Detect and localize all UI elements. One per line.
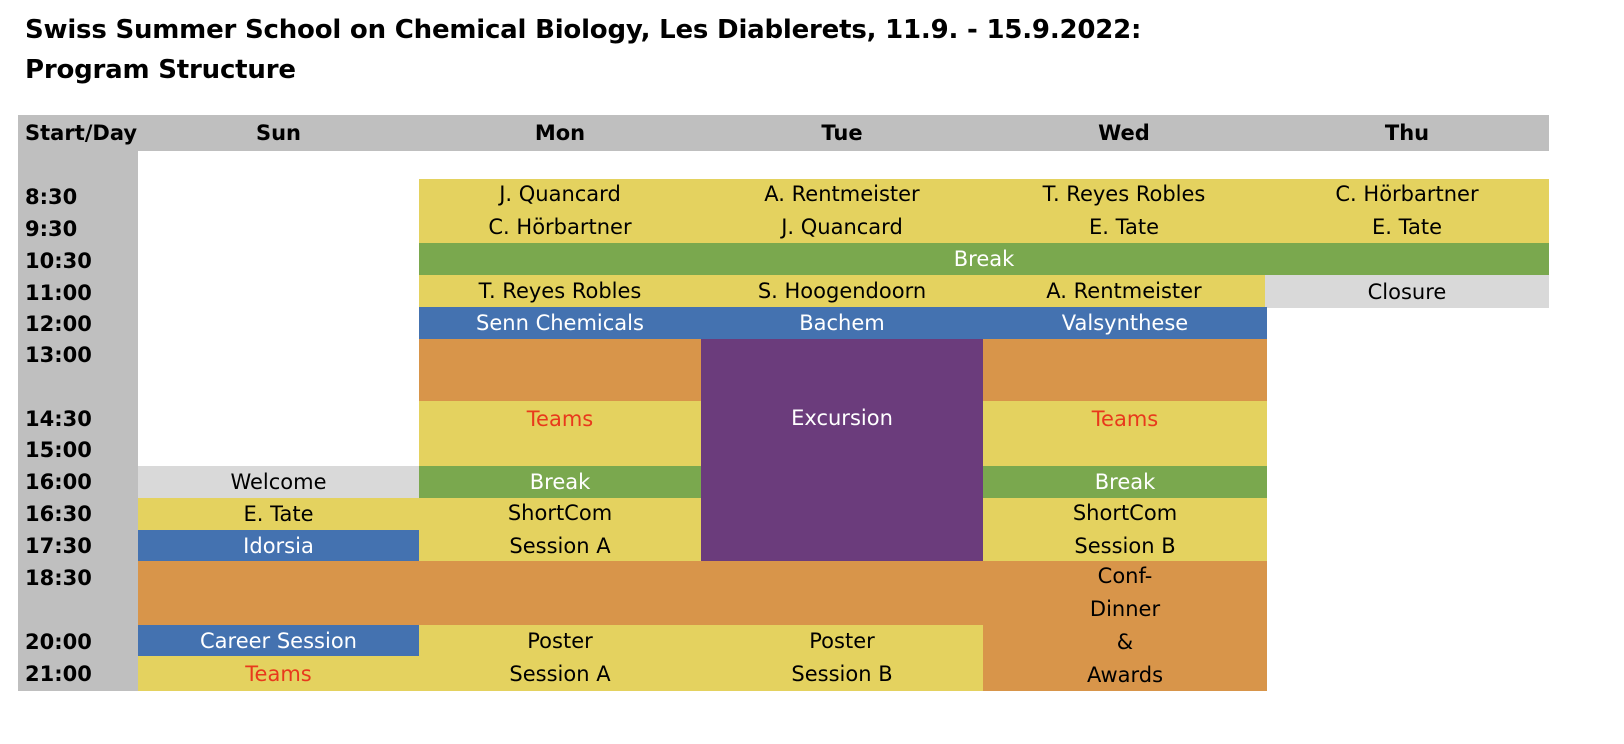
header-thu: Thu	[1384, 121, 1430, 145]
welcome: Welcome	[138, 466, 419, 498]
session-tue-morning: A. Rentmeister J. Quancard	[701, 179, 983, 243]
time-label: 20:00	[25, 630, 92, 654]
session-label: Session A	[509, 533, 611, 558]
teams-mon: Teams	[419, 401, 701, 466]
session-wed-morning: T. Reyes Robles E. Tate	[983, 179, 1265, 243]
session-label: A. Rentmeister	[764, 182, 920, 206]
time-label: 10:30	[25, 249, 92, 273]
sponsor-wed: Valsynthese	[983, 307, 1267, 339]
session-label: C. Hörbartner	[488, 215, 632, 239]
time-column	[18, 151, 138, 691]
lunch-mon	[419, 339, 701, 401]
time-label: 11:00	[25, 281, 92, 305]
session-label: Poster	[809, 629, 875, 653]
time-label: 8:30	[25, 185, 78, 209]
session-mon-morning: J. Quancard C. Hörbartner	[419, 179, 701, 243]
break-morning: Break	[419, 243, 1549, 275]
time-label: 12:00	[25, 312, 92, 336]
header-start-day: Start/Day	[25, 121, 138, 145]
session-label: Conf-	[1097, 564, 1153, 588]
title-line-1: Swiss Summer School on Chemical Biology,…	[25, 15, 1142, 45]
time-label: 13:00	[25, 343, 92, 367]
session-label: Awards	[1086, 663, 1164, 687]
session-label: E. Tate	[1089, 215, 1159, 239]
header-sun: Sun	[255, 121, 302, 145]
excursion: Excursion	[701, 339, 983, 561]
teams-wed: Teams	[983, 401, 1267, 466]
time-label: 9:30	[25, 217, 78, 241]
time-label: 18:30	[25, 566, 92, 590]
sponsor-mon: Senn Chemicals	[419, 307, 701, 339]
header-tue: Tue	[821, 121, 863, 145]
session-label: Session B	[1074, 533, 1176, 558]
session-label: &	[1116, 630, 1134, 654]
session-sun-1630: E. Tate	[138, 498, 419, 530]
time-label: 16:00	[25, 470, 92, 494]
session-tue-1100: S. Hoogendoorn	[701, 275, 983, 307]
time-label: 14:30	[25, 407, 92, 431]
session-label: Session B	[791, 662, 893, 686]
session-label: J. Quancard	[781, 215, 903, 239]
time-label: 15:00	[25, 438, 92, 462]
session-label: J. Quancard	[499, 182, 621, 206]
sponsor-sun: Idorsia	[138, 530, 419, 561]
session-label: ShortCom	[507, 500, 613, 525]
time-label: 21:00	[25, 662, 92, 686]
career-session: Career Session	[138, 625, 419, 656]
header-row	[18, 115, 1549, 151]
session-label: E. Tate	[1372, 215, 1442, 239]
time-label: 17:30	[25, 534, 92, 558]
poster-session-b: Poster Session B	[701, 625, 983, 691]
session-label: ShortCom	[1072, 500, 1178, 525]
conf-dinner-awards: Conf- Dinner & Awards	[983, 561, 1267, 691]
poster-session-a: Poster Session A	[419, 625, 701, 691]
session-mon-1100: T. Reyes Robles	[419, 275, 701, 307]
header-wed: Wed	[1098, 121, 1150, 145]
lunch-wed	[983, 339, 1267, 401]
teams-sun: Teams	[138, 656, 419, 691]
closure: Closure	[1265, 275, 1549, 308]
break-wed-afternoon: Break	[983, 466, 1267, 498]
shortcom-mon: ShortCom Session A	[419, 498, 701, 561]
session-label: Poster	[527, 629, 593, 653]
break-mon-afternoon: Break	[419, 466, 701, 498]
session-wed-1100: A. Rentmeister	[983, 275, 1265, 307]
session-label: Session A	[509, 662, 611, 686]
session-thu-morning: C. Hörbartner E. Tate	[1265, 179, 1549, 243]
session-label: C. Hörbartner	[1335, 182, 1479, 206]
session-label: Dinner	[1089, 597, 1161, 621]
header-mon: Mon	[534, 121, 586, 145]
shortcom-wed: ShortCom Session B	[983, 498, 1267, 561]
session-label: T. Reyes Robles	[1042, 182, 1206, 206]
time-label: 16:30	[25, 502, 92, 526]
dinner-sun-tue	[138, 561, 983, 625]
page-title: Swiss Summer School on Chemical Biology,…	[25, 10, 1141, 90]
sponsor-tue: Bachem	[701, 307, 983, 339]
title-line-2: Program Structure	[25, 55, 296, 85]
